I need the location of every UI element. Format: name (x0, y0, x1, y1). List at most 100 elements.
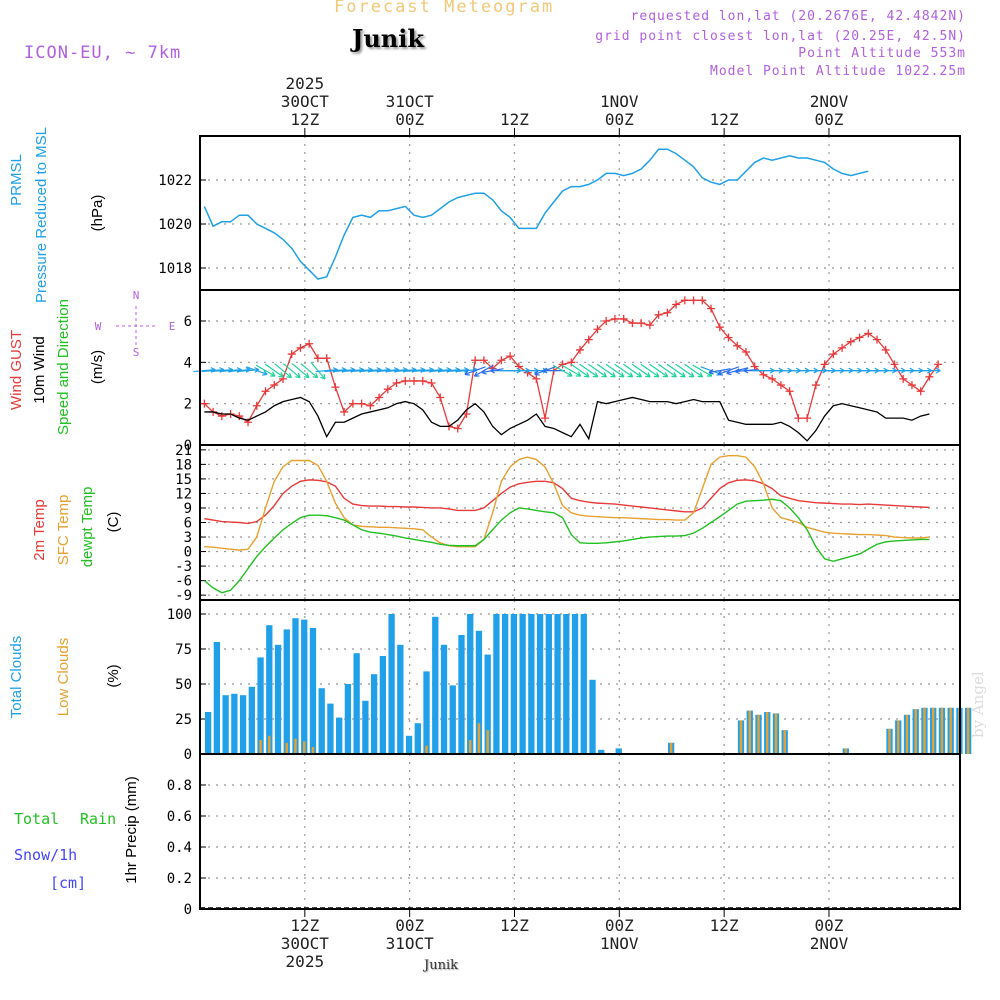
cloud-total-bar (563, 614, 570, 754)
wind-gust-marker (759, 370, 768, 379)
y-tick-label: 1020 (158, 217, 192, 233)
wind-direction-arrow (631, 363, 651, 378)
cloud-total-bar (292, 618, 299, 754)
pressure-line (203, 148, 869, 280)
cloud-low-bar (931, 707, 935, 754)
cloud-low-bar (425, 745, 428, 754)
wind-gust-marker (453, 424, 462, 433)
wind-gust-marker (829, 350, 838, 359)
wind-gust-marker (663, 308, 672, 317)
wind-gust-marker (881, 345, 890, 354)
cloud-total-bar (467, 614, 474, 754)
cloud-low-bar (949, 707, 952, 754)
y-tick-label: 1022 (158, 173, 192, 189)
wind-direction-arrow (658, 363, 677, 378)
top-time-label: 00Z (815, 110, 844, 129)
y-tick-label: 21 (175, 443, 192, 459)
panel-pressure: 1018 1020 1022 (158, 136, 960, 290)
cloud-low-bar (486, 730, 489, 754)
y-tick-label: 0.2 (167, 871, 192, 887)
wind-gust-marker (427, 379, 436, 387)
y-tick-label: 0 (184, 545, 192, 561)
wind-gust-marker (890, 360, 899, 369)
bottom-time-label: 2025 (286, 952, 325, 971)
wind-gust-marker (602, 317, 611, 325)
cloud-total-bar (510, 614, 518, 754)
compass-e: E (169, 320, 176, 333)
panel-frame-wind (199, 289, 961, 446)
wind-direction-arrow (666, 363, 686, 378)
wind-gust-marker (873, 335, 882, 344)
cloud-total-bar (222, 695, 229, 754)
location-name: Junik (352, 24, 424, 53)
compass-n: N (133, 289, 140, 302)
wind-gust-marker (366, 401, 375, 410)
cloud-total-bar (554, 614, 561, 754)
cloud-total-bar (213, 642, 221, 754)
temp-line-sfc (204, 454, 930, 551)
watermark: by Angel (969, 671, 987, 738)
temp-line-2m (204, 479, 930, 525)
cloud-total-bar (257, 657, 264, 754)
cloud-low-bar (940, 707, 944, 754)
cloud-total-bar (301, 619, 308, 754)
wind-gust-marker (741, 348, 750, 356)
wind-gust-marker (410, 376, 419, 385)
wind-gust-marker (803, 414, 812, 423)
wind-direction-arrow (291, 363, 310, 379)
cloud-total-bar (274, 644, 282, 754)
wind-gust-marker (619, 314, 628, 323)
wind-gust-marker (340, 407, 349, 416)
wind-gust-marker (252, 401, 261, 410)
y-tick-label: 50 (175, 677, 192, 693)
cloud-total-bar (353, 653, 360, 754)
wind-direction-arrow (552, 364, 573, 377)
top-time-label: 12Z (710, 110, 739, 129)
cloud-low-bar (757, 714, 760, 754)
cloud-low-bar (468, 740, 472, 754)
cloud-total-bar (266, 625, 273, 754)
cloud-total-bar (589, 679, 596, 754)
wind-gust-marker (261, 387, 270, 396)
cloud-total-bar (423, 671, 430, 754)
wind-gust-marker (811, 381, 820, 390)
cloud-total-bar (344, 684, 352, 754)
label-c: (C) (105, 512, 122, 533)
cloud-low-bar (766, 712, 769, 754)
y-tick-label: 25 (175, 712, 192, 728)
bottom-time-label: 30OCT (281, 934, 330, 953)
wind-gust-marker (899, 374, 908, 383)
meteogram-title: Forecast Meteogram (334, 0, 555, 17)
y-tick-label: 75 (175, 642, 192, 658)
footer-location: Junik (424, 958, 458, 973)
cloud-low-bar (966, 707, 970, 754)
y-tick-label: 18 (175, 457, 192, 473)
wind-gust-marker (506, 352, 515, 361)
wind-gust-marker (776, 381, 785, 390)
label-10m-wind: 10m Wind (31, 336, 48, 404)
wind-gust-marker (287, 350, 296, 359)
wind-gust-marker (855, 333, 864, 342)
cloud-total-bar (397, 644, 404, 754)
wind-direction-arrow (605, 363, 625, 378)
wind-gust-marker (925, 372, 934, 381)
cloud-total-bar (318, 688, 325, 754)
wind-direction-arrow (570, 363, 590, 378)
bottom-time-label: 12Z (710, 916, 739, 935)
wind-direction-arrow (579, 363, 599, 378)
cloud-total-bar (248, 686, 255, 754)
wind-direction-arrow (561, 364, 582, 377)
cloud-total-bar (493, 614, 500, 754)
cloud-total-bar (362, 700, 369, 754)
wind-gust-marker (750, 362, 759, 371)
cloud-total-bar (536, 614, 544, 754)
wind-gust-marker (270, 381, 279, 390)
wind-gust-marker (313, 354, 322, 363)
wind-gust-marker (558, 360, 567, 369)
wind-gust-marker (916, 387, 925, 396)
label-prmsl: PRMSL (8, 154, 25, 206)
wind-direction-arrow (274, 363, 292, 379)
bottom-time-label: 00Z (395, 916, 424, 935)
wind-gust-marker (645, 321, 654, 330)
